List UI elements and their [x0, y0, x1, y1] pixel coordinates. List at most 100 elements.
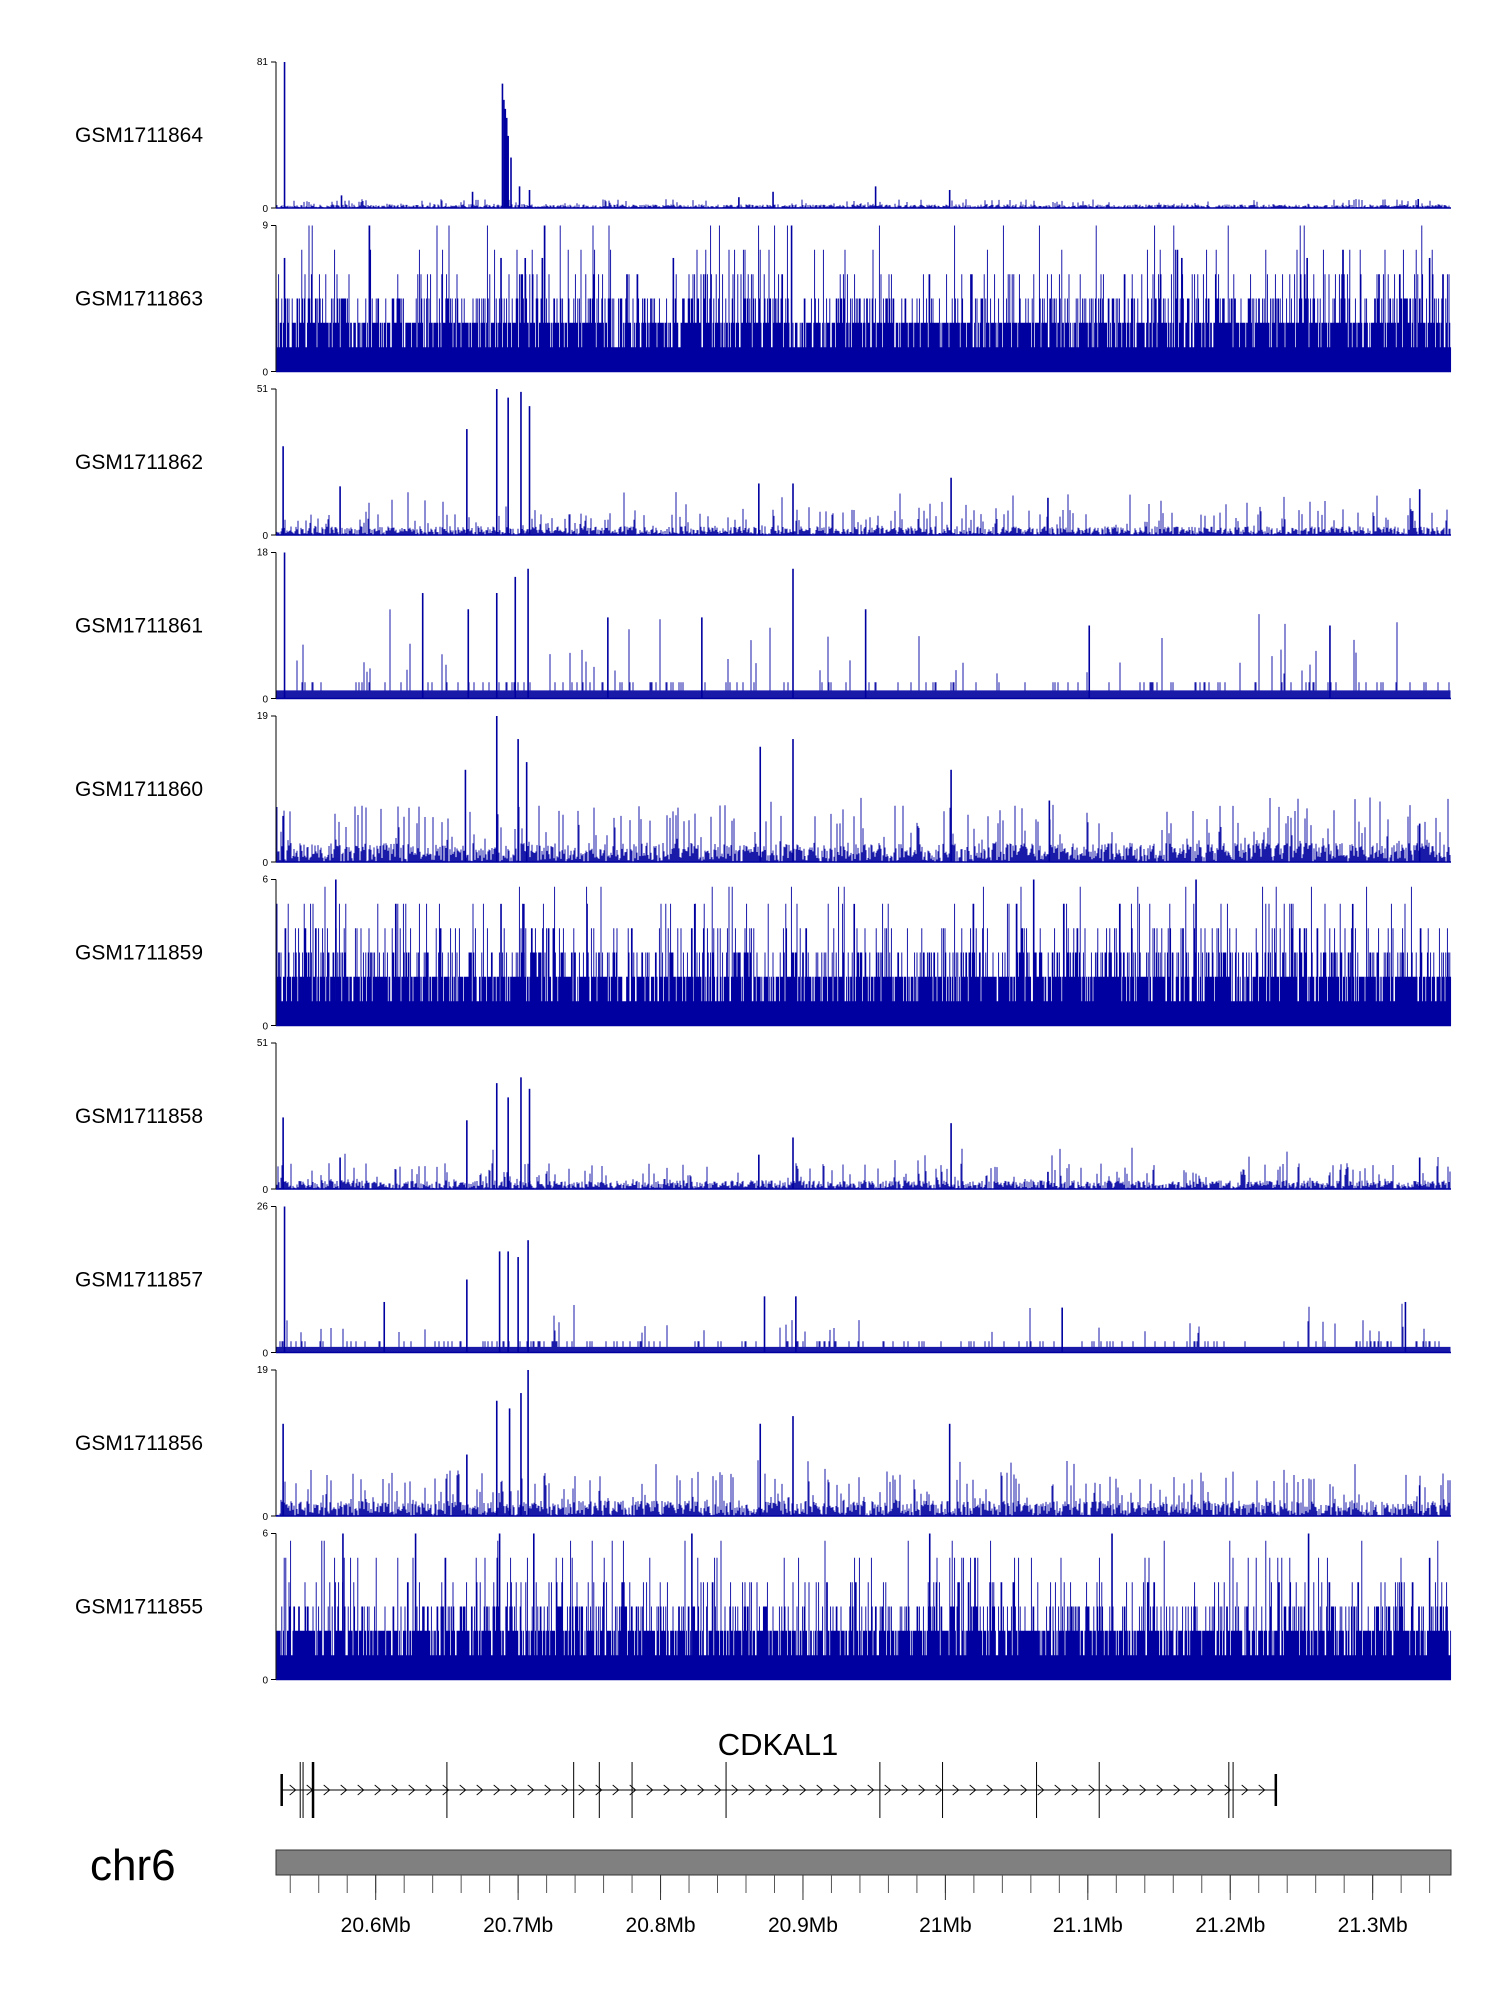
- track-label: GSM1711864: [75, 124, 203, 147]
- track-GSM1711862: GSM1711862 51 0: [75, 384, 1451, 542]
- track-label: GSM1711857: [75, 1269, 203, 1292]
- strand-arrow: [510, 1784, 518, 1796]
- strand-arrow: [748, 1784, 756, 1796]
- strand-arrow: [1020, 1784, 1028, 1796]
- strand-arrow: [1071, 1784, 1079, 1796]
- strand-arrow: [1122, 1784, 1130, 1796]
- strand-arrow: [425, 1784, 433, 1796]
- y-tick-label-min: 0: [262, 1022, 268, 1033]
- track-label: GSM1711861: [75, 615, 203, 638]
- x-tick-label: 20.8Mb: [626, 1914, 696, 1937]
- data-tracks: GSM1711864810GSM171186390GSM1711862510GS…: [75, 57, 1452, 1687]
- coverage-signal: [276, 1540, 1452, 1680]
- coverage-signal: [276, 1460, 1451, 1516]
- x-tick-label: 20.9Mb: [768, 1914, 838, 1937]
- y-tick-label-max: 81: [257, 57, 269, 68]
- strand-arrow: [1241, 1784, 1249, 1796]
- y-tick-label-max: 51: [257, 384, 269, 395]
- strand-arrow: [561, 1784, 569, 1796]
- y-tick-label-min: 0: [262, 858, 268, 869]
- strand-arrow: [527, 1784, 535, 1796]
- coverage-signal: [276, 492, 1451, 535]
- track-label: GSM1711858: [75, 1105, 203, 1128]
- y-tick-label-max: 18: [257, 548, 269, 559]
- strand-arrow: [1156, 1784, 1164, 1796]
- track-GSM1711864: GSM1711864 81 0: [75, 57, 1451, 215]
- strand-arrow: [1190, 1784, 1198, 1796]
- strand-arrow: [1258, 1784, 1266, 1796]
- strand-arrow: [578, 1784, 586, 1796]
- strand-arrow: [1173, 1784, 1181, 1796]
- x-tick-label: 21Mb: [919, 1914, 972, 1937]
- strand-arrow: [663, 1784, 671, 1796]
- gene-annotation-track: CDKAL1: [280, 1727, 1278, 1818]
- y-tick-label-min: 0: [262, 1512, 268, 1523]
- gene-label: CDKAL1: [718, 1727, 839, 1762]
- y-tick-label-min: 0: [262, 204, 268, 215]
- strand-arrow: [901, 1784, 909, 1796]
- y-tick-label-max: 19: [257, 711, 269, 722]
- chromosome-label: chr6: [90, 1841, 176, 1890]
- strand-arrow: [459, 1784, 467, 1796]
- y-tick-label-max: 51: [257, 1038, 269, 1049]
- track-label: GSM1711863: [75, 288, 203, 311]
- strand-arrow: [918, 1784, 926, 1796]
- track-GSM1711856: GSM1711856 19 0: [75, 1365, 1451, 1523]
- track-label: GSM1711859: [75, 942, 203, 965]
- strand-arrow: [1088, 1784, 1096, 1796]
- strand-arrow: [1207, 1784, 1215, 1796]
- strand-arrow: [476, 1784, 484, 1796]
- strand-arrow: [986, 1784, 994, 1796]
- y-tick-label-max: 6: [262, 875, 268, 886]
- strand-arrow: [1037, 1784, 1045, 1796]
- x-tick-label: 21.3Mb: [1338, 1914, 1408, 1937]
- strand-arrow: [816, 1784, 824, 1796]
- track-GSM1711858: GSM1711858 51 0: [75, 1038, 1451, 1196]
- coverage-signal: [276, 1147, 1451, 1189]
- strand-arrow: [1139, 1784, 1147, 1796]
- strand-arrow: [714, 1784, 722, 1796]
- y-tick-label-min: 0: [262, 368, 268, 379]
- strand-arrow: [391, 1784, 399, 1796]
- strand-arrow: [867, 1784, 875, 1796]
- track-label: GSM1711856: [75, 1432, 203, 1455]
- track-GSM1711860: GSM1711860 19 0: [75, 711, 1451, 869]
- strand-arrow: [884, 1784, 892, 1796]
- strand-arrow: [323, 1784, 331, 1796]
- strand-arrow: [442, 1784, 450, 1796]
- track-GSM1711855: GSM1711855 6 0: [75, 1529, 1452, 1687]
- coverage-signal: [276, 797, 1451, 862]
- coverage-signal: [276, 609, 1451, 699]
- y-tick-label-max: 26: [257, 1202, 269, 1213]
- strand-arrow: [289, 1784, 297, 1796]
- strand-arrow: [1224, 1784, 1232, 1796]
- track-GSM1711861: GSM1711861 18 0: [75, 548, 1451, 706]
- track-label: GSM1711862: [75, 451, 203, 474]
- track-label: GSM1711860: [75, 778, 203, 801]
- x-tick-label: 20.7Mb: [483, 1914, 553, 1937]
- strand-arrow: [680, 1784, 688, 1796]
- chromosome-axis: chr6 20.6Mb 20.7Mb 20.8Mb 20.9Mb 21Mb 21.1Mb 2…: [90, 1841, 1452, 1937]
- strand-arrow: [1003, 1784, 1011, 1796]
- x-tick-label: 21.1Mb: [1053, 1914, 1123, 1937]
- coverage-signal: [276, 225, 1452, 372]
- strand-arrow: [782, 1784, 790, 1796]
- track-label: GSM1711855: [75, 1596, 203, 1619]
- y-tick-label-min: 0: [262, 1676, 268, 1687]
- track-GSM1711859: GSM1711859 6 0: [75, 875, 1452, 1033]
- y-tick-label-max: 6: [262, 1529, 268, 1540]
- strand-arrow: [646, 1784, 654, 1796]
- strand-arrow: [765, 1784, 773, 1796]
- strand-arrow: [952, 1784, 960, 1796]
- y-tick-label-min: 0: [262, 1349, 268, 1360]
- strand-arrow: [595, 1784, 603, 1796]
- strand-arrow: [340, 1784, 348, 1796]
- strand-arrow: [1054, 1784, 1062, 1796]
- y-tick-label-max: 9: [262, 221, 268, 232]
- y-tick-label-min: 0: [262, 695, 268, 706]
- strand-arrow: [612, 1784, 620, 1796]
- x-tick-label: 21.2Mb: [1195, 1914, 1265, 1937]
- coverage-signal: [276, 1303, 1451, 1353]
- coverage-signal: [276, 199, 1451, 208]
